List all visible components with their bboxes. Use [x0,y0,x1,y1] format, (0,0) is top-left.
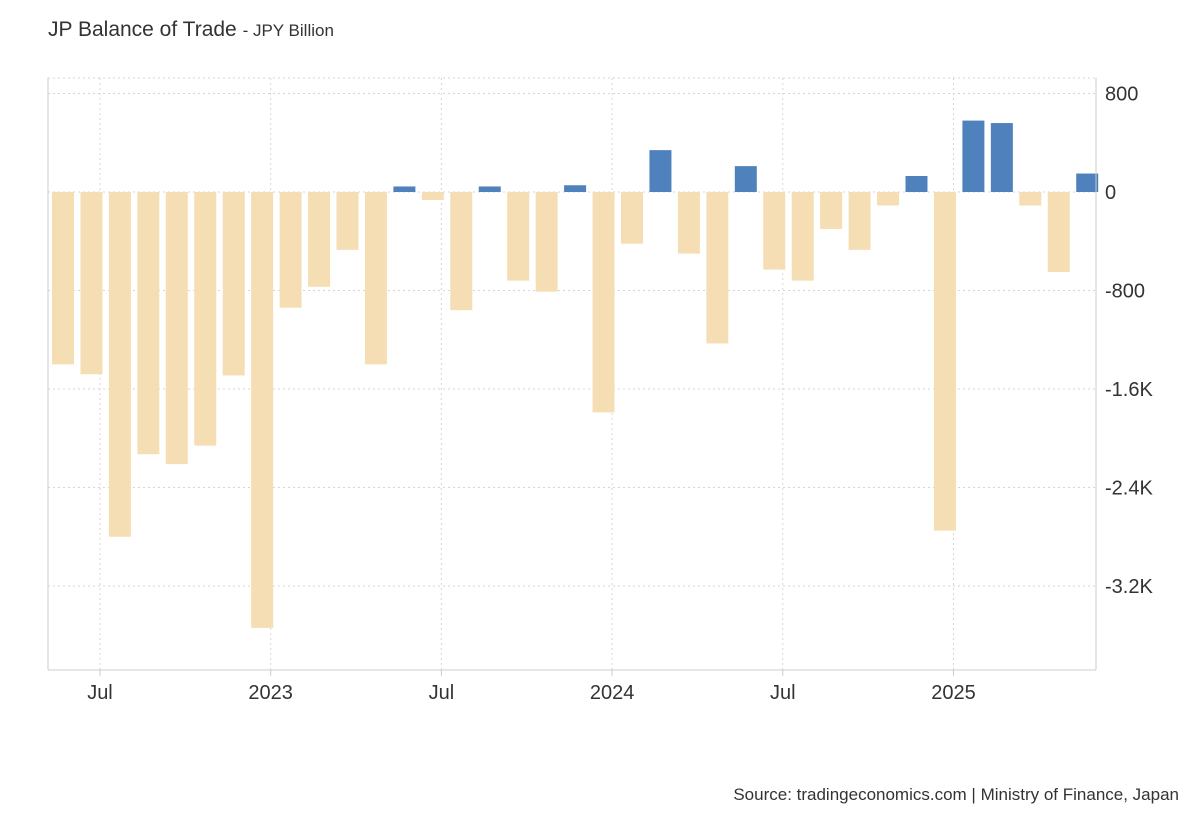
y-tick-label: -3.2K [1105,576,1153,598]
x-tick-label: 2025 [931,682,976,704]
bar-2025-04 [1019,192,1042,206]
axes [47,78,1097,676]
y-tick-label: -800 [1105,281,1145,303]
bar-2022-08 [108,192,131,537]
bar-2023-11 [535,192,558,292]
bar-2025-03 [990,123,1013,192]
chart-title: JP Balance of Trade - JPY Billion [48,18,334,42]
bar-2024-10 [848,192,871,250]
bar-2023-08 [450,192,473,311]
x-tick-label: 2023 [248,682,293,704]
bar-2022-10 [165,192,188,465]
bar-2025-01 [933,192,956,531]
bar-2024-09 [820,192,843,229]
y-axis-ticks: 800 0 -800 -1.6K -2.4K -3.2K [1105,84,1153,599]
bar-2024-03 [649,150,672,192]
bar-2024-02 [621,192,643,244]
bar-2022-11 [194,192,217,446]
bar-2022-07 [80,192,103,375]
bar-2024-04 [677,192,700,254]
bar-2023-09 [478,186,501,192]
x-tick-label: 2024 [590,682,635,704]
bar-2023-05 [364,192,387,365]
bar-2023-04 [336,192,359,250]
bar-2023-02 [279,192,302,308]
bar-2024-12 [905,175,928,192]
bar-2024-01 [592,192,615,413]
bar-2023-01 [251,192,274,628]
source-credit: Source: tradingeconomics.com | Ministry … [733,785,1179,804]
bar-2025-02 [962,120,985,192]
bar-2024-11 [877,192,900,206]
y-tick-label: 0 [1105,182,1116,204]
bar-2022-06 [52,192,74,365]
bar-series [52,120,1099,628]
y-tick-label: -1.6K [1105,379,1153,401]
bar-2023-03 [308,192,331,287]
x-tick-label: Jul [87,682,113,704]
y-tick-label: -2.4K [1105,478,1153,500]
bar-2023-06 [393,186,416,192]
x-axis-ticks: Jul 2023 Jul 2024 Jul 2025 [87,682,976,704]
y-tick-label: 800 [1105,84,1138,106]
x-tick-label: Jul [429,682,455,704]
bar-2024-07 [763,192,786,270]
bar-2025-06 [1076,173,1099,192]
chart-unit-label: - JPY Billion [242,21,334,40]
bar-2023-10 [507,192,530,281]
x-tick-label: Jul [770,682,796,704]
bar-2023-12 [564,185,587,192]
bar-2024-05 [706,192,729,344]
bar-2025-05 [1047,192,1070,273]
bar-2024-06 [734,166,757,192]
bar-2023-07 [421,192,444,201]
bar-2022-12 [222,192,245,376]
bar-2024-08 [791,192,814,281]
bar-2022-09 [137,192,160,455]
chart-title-text: JP Balance of Trade [48,18,237,41]
